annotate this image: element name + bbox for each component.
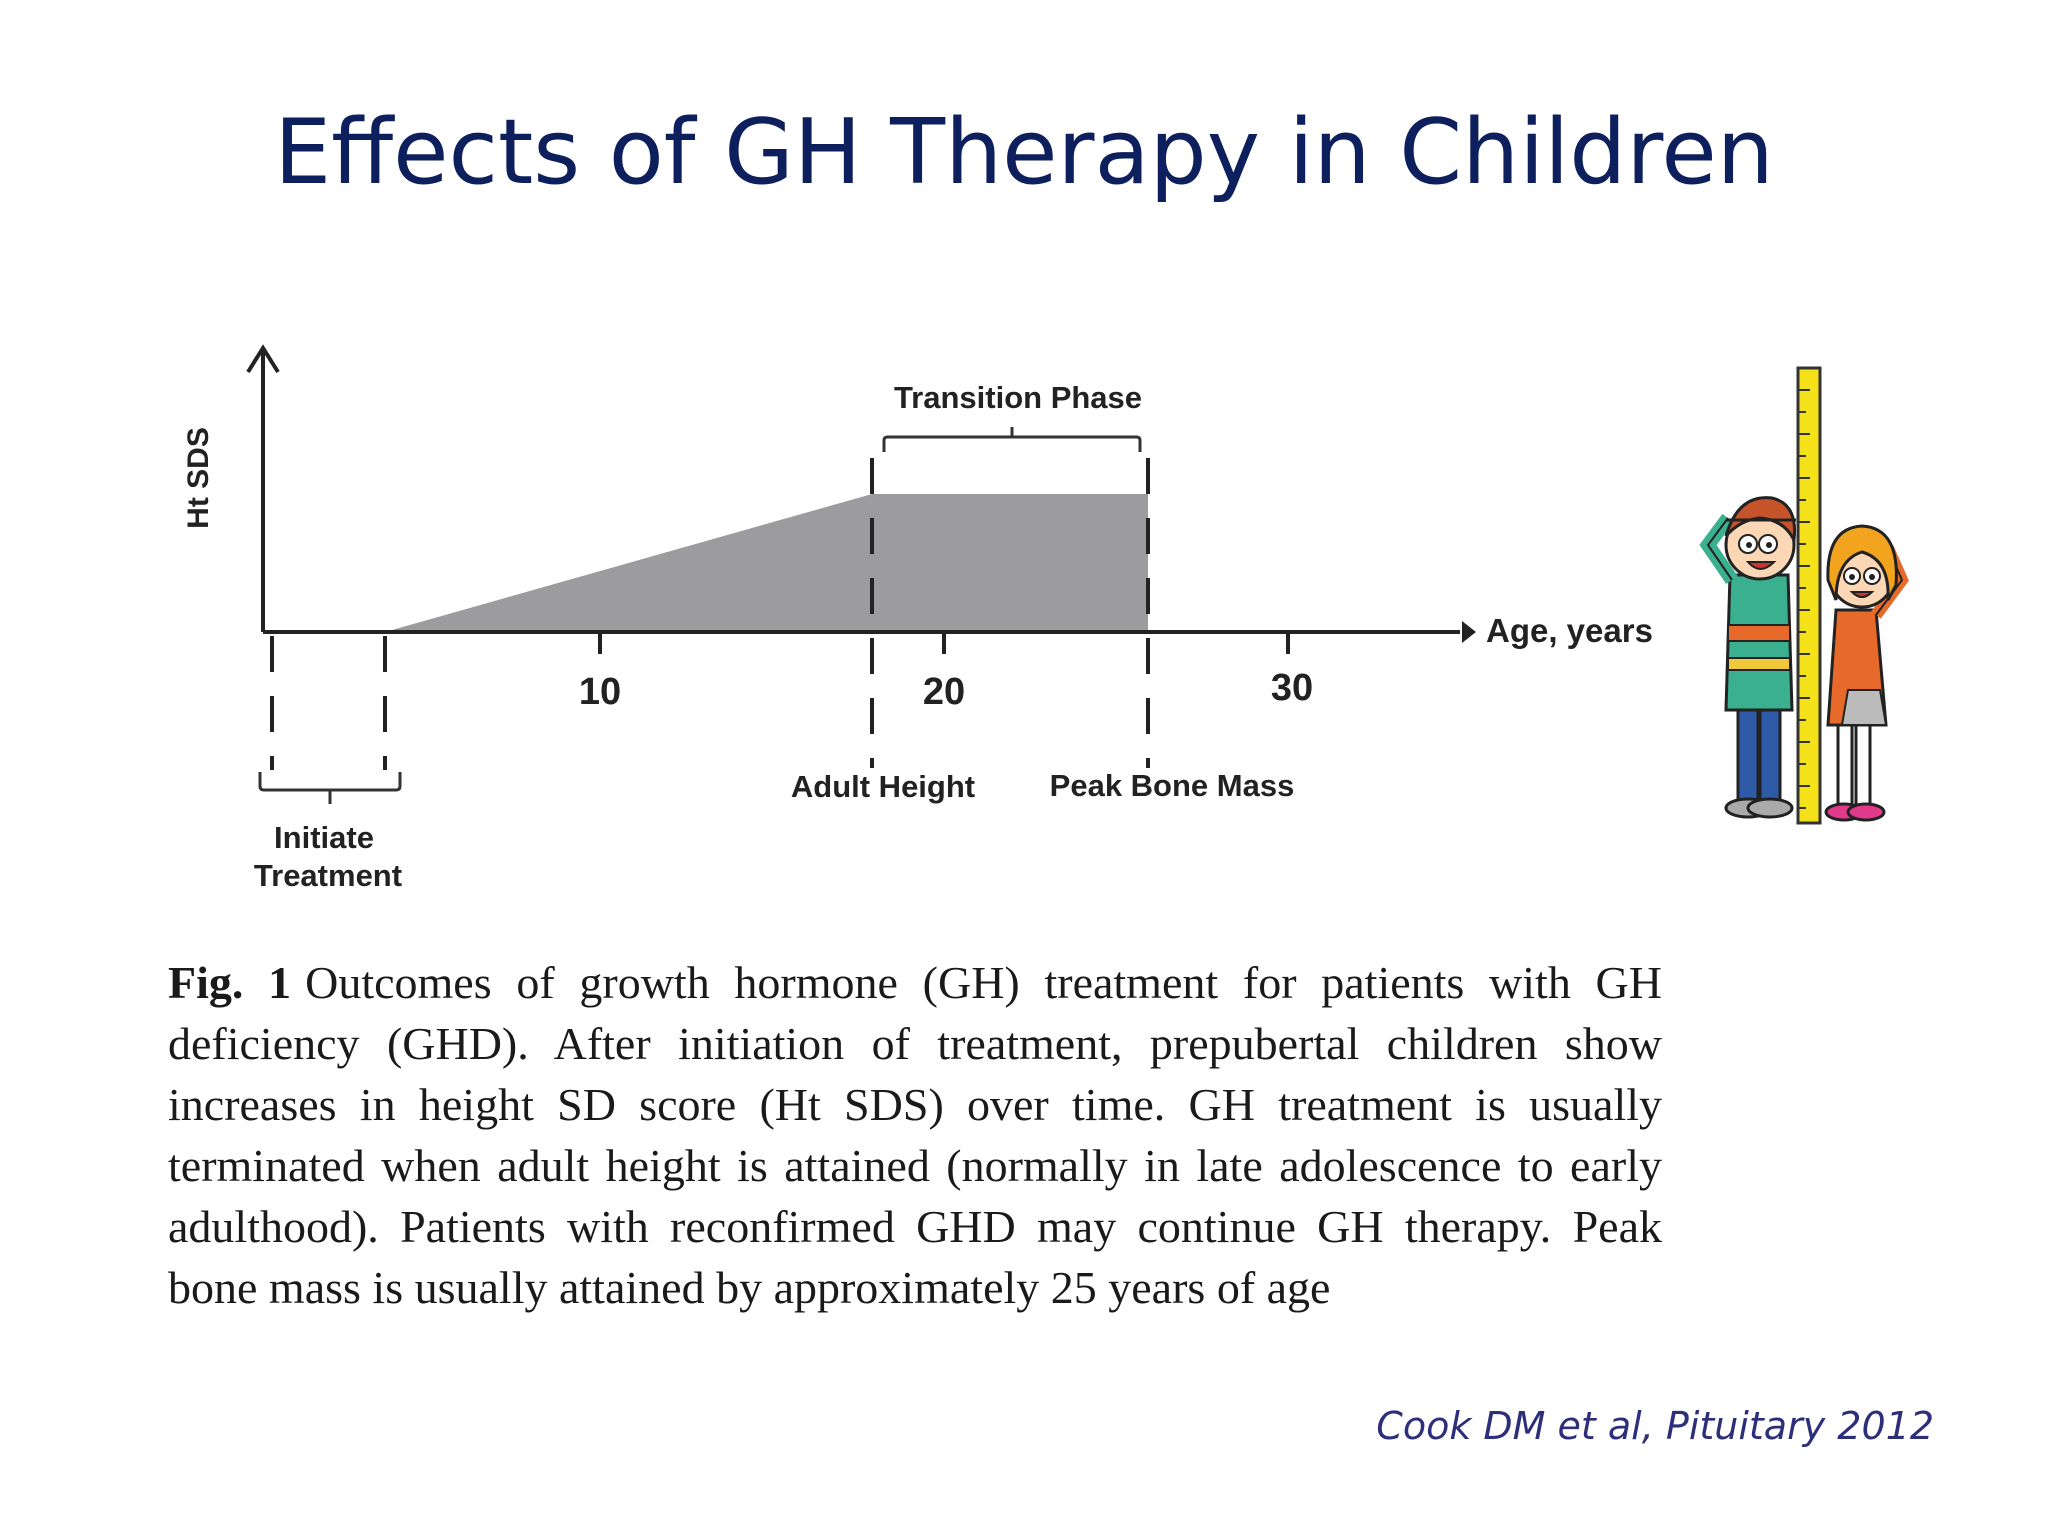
tick-label-10: 10: [579, 671, 621, 713]
transition-phase-label: Transition Phase: [894, 380, 1142, 415]
x-axis-label: Age, years: [1486, 612, 1653, 649]
transition-phase-bracket: [882, 427, 1142, 452]
initiate-treatment-bracket: [258, 772, 402, 804]
girl-figure: [1824, 524, 1909, 822]
slide-title: Effects of GH Therapy in Children: [274, 100, 1774, 205]
treatment-label: Treatment: [254, 858, 402, 893]
y-axis-arrow-icon: [246, 344, 280, 374]
adult-height-label: Adult Height: [791, 769, 975, 804]
x-axis-arrow-icon: [1462, 621, 1476, 643]
children-measuring-height-icon: [1699, 366, 1909, 825]
growth-diagram: Ht SDS Age, years 10 20 30 Transition Ph…: [182, 344, 1909, 893]
citation: Cook DM et al, Pituitary 2012: [1376, 1404, 1934, 1448]
figure-label: Fig. 1: [168, 957, 292, 1008]
y-axis-label: Ht SDS: [182, 427, 215, 529]
boy-figure: [1699, 496, 1797, 819]
shaded-growth-area: [385, 494, 1148, 632]
tick-label-20: 20: [923, 671, 965, 713]
peak-bone-mass-label: Peak Bone Mass: [1050, 768, 1295, 803]
caption-text: Outcomes of growth hormone (GH) treatmen…: [168, 957, 1662, 1313]
tick-label-30: 30: [1271, 667, 1313, 709]
initiate-label: Initiate: [274, 820, 374, 855]
figure-caption: Fig. 1 Outcomes of growth hormone (GH) tr…: [168, 952, 1662, 1318]
